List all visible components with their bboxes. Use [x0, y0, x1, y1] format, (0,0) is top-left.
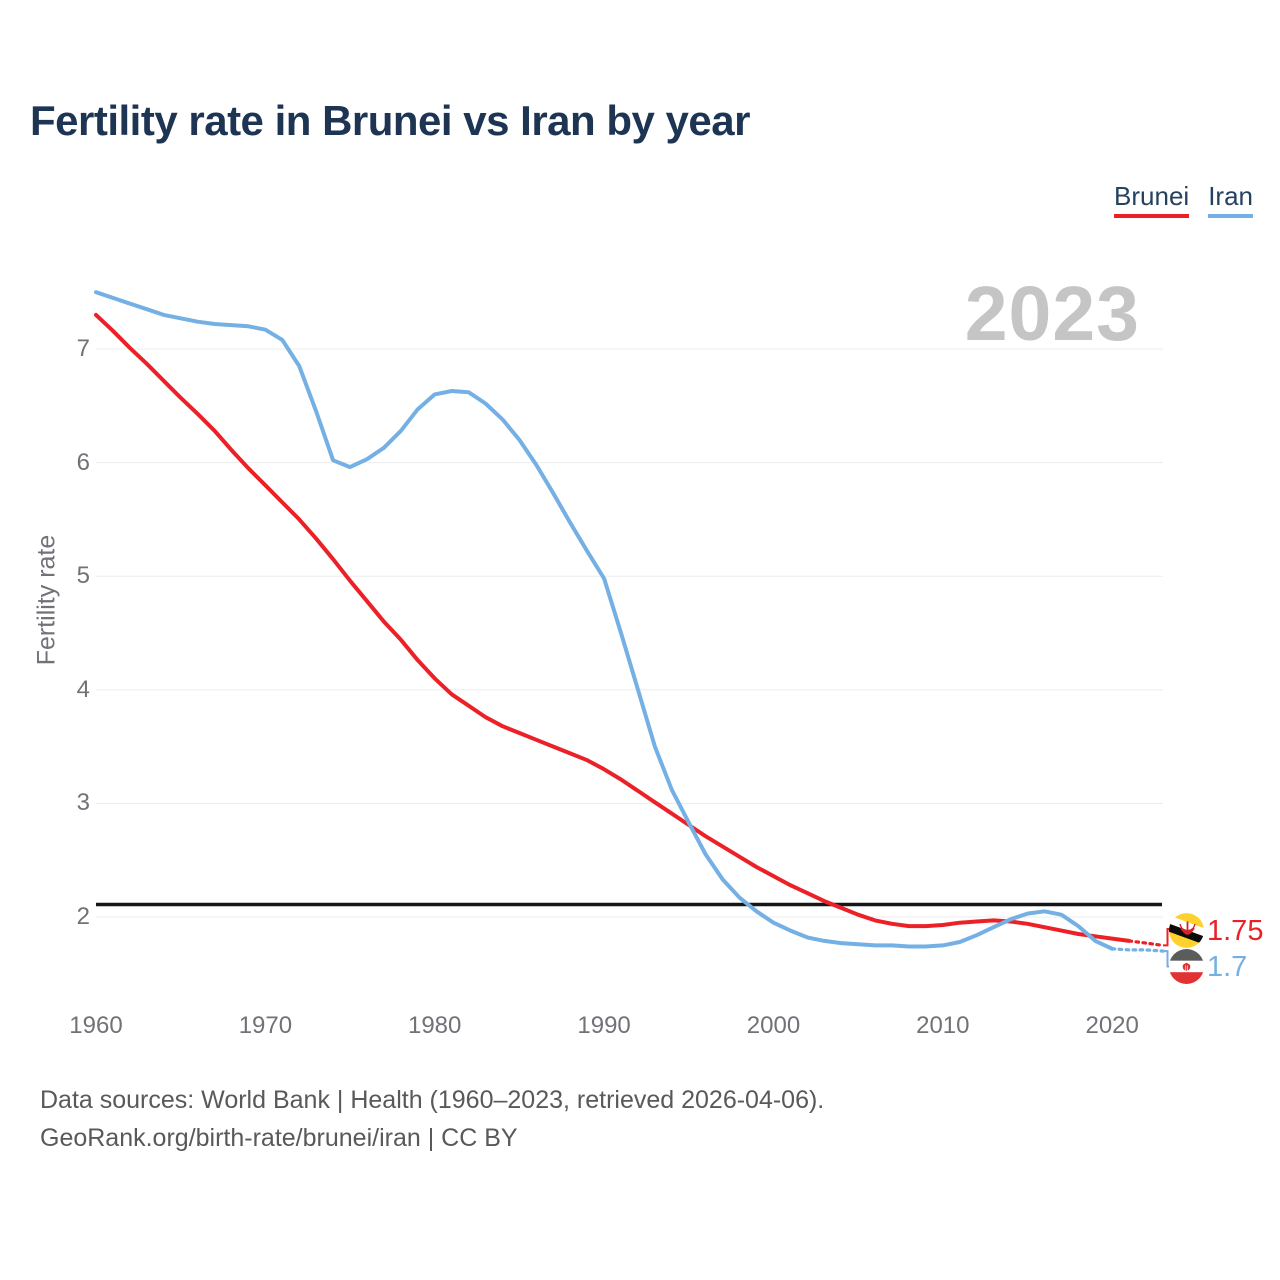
legend: Brunei Iran [1114, 182, 1253, 218]
y-tick-label: 2 [76, 903, 90, 930]
series-line-iran [94, 290, 1115, 951]
brunei-flag-icon [1169, 913, 1204, 948]
x-tick-label: 2020 [1085, 1012, 1139, 1039]
legend-item-iran[interactable]: Iran [1208, 182, 1253, 218]
x-tick-label: 1990 [577, 1012, 631, 1039]
brunei-end-value: 1.75 [1207, 915, 1264, 947]
iran-end-value: 1.7 [1207, 951, 1248, 983]
y-tick-label: 6 [76, 448, 90, 476]
data-sources-text: Data sources: World Bank | Health (1960–… [40, 1086, 825, 1114]
x-tick-label: 2000 [746, 1012, 801, 1039]
y-tick-label: 4 [76, 675, 90, 703]
x-tick-label: 1970 [238, 1012, 293, 1039]
series-line-brunei-dashed [1127, 939, 1165, 947]
year-watermark: 2023 [964, 271, 1140, 357]
attribution-text: GeoRank.org/birth-rate/brunei/iran | CC … [40, 1124, 518, 1152]
y-tick-label: 7 [76, 335, 90, 362]
x-tick-label: 1980 [407, 1012, 462, 1039]
x-tick-label: 1960 [69, 1012, 123, 1039]
series-line-brunei [94, 312, 1132, 943]
x-tick-label: 2010 [916, 1012, 970, 1039]
iran-flag-icon [1169, 949, 1204, 984]
chart-title: Fertility rate in Brunei vs Iran by year [30, 97, 750, 144]
series-line-iran-dashed [1110, 947, 1165, 953]
y-tick-label: 5 [76, 562, 90, 590]
legend-item-brunei[interactable]: Brunei [1114, 182, 1190, 218]
y-tick-label: 3 [76, 789, 90, 817]
